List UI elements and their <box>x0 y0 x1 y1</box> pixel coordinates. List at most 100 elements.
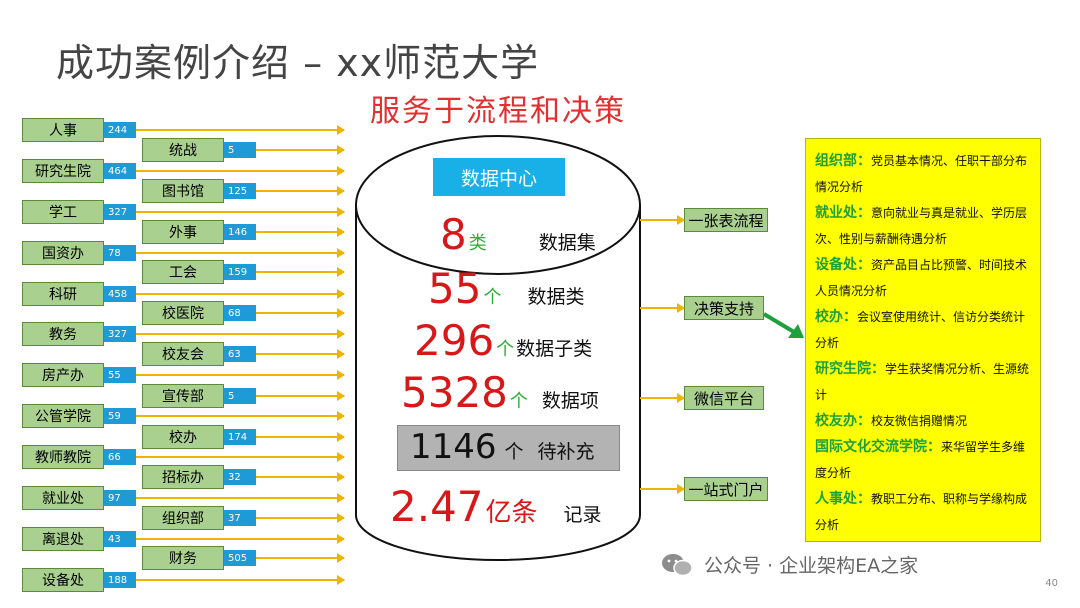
page-title: 成功案例介绍 – xx师范大学 <box>56 41 540 85</box>
stat-label: 数据子类 <box>516 338 593 360</box>
stat-row: 5328 个 数据项 <box>401 368 599 417</box>
watermark: 公众号 · 企业架构EA之家 <box>660 551 918 578</box>
analysis-entry: 国际文化交流学院：来华留学生多维度分析 <box>815 434 1032 486</box>
analysis-org: 组织部： <box>815 153 871 169</box>
dept-item: 组织部 37 <box>142 506 345 530</box>
stat-number: 55 <box>428 264 482 313</box>
dept-name: 工会 <box>142 260 224 284</box>
dept-name: 校友会 <box>142 342 224 366</box>
page-number: 40 <box>1045 578 1058 589</box>
stat-unit: 个 <box>504 441 524 463</box>
dept-name: 教师教院 <box>22 445 104 469</box>
data-center-label: 数据中心 <box>433 158 565 196</box>
wechat-icon <box>662 553 693 576</box>
analysis-text: 校友微信捐赠情况 <box>871 414 968 428</box>
flow-arrow <box>136 411 345 421</box>
analysis-text: 学生获奖情况分析、生源统计 <box>815 362 1030 402</box>
dept-name: 教务 <box>22 322 104 346</box>
analysis-org: 校办： <box>815 309 857 325</box>
dept-name: 人事 <box>22 118 104 142</box>
analysis-text: 资产品目占比预警、时间技术人员情况分析 <box>815 258 1028 298</box>
dept-name: 离退处 <box>22 527 104 551</box>
analysis-entry: 人事处：教职工分布、职称与学缘构成分析 <box>815 486 1032 538</box>
dept-count: 244 <box>104 122 136 138</box>
flow-arrow <box>136 125 345 135</box>
output-item: 决策支持 <box>640 296 764 320</box>
dept-name: 研究生院 <box>22 159 104 183</box>
dept-name: 财务 <box>142 546 224 570</box>
output-box: 一站式门户 <box>684 477 768 501</box>
analysis-org: 校友办： <box>815 413 871 429</box>
flow-arrow <box>256 308 345 318</box>
flow-arrow <box>256 553 345 563</box>
arrow-icon <box>762 312 804 338</box>
dept-item: 研究生院 464 <box>22 159 345 183</box>
stat-label: 数据集 <box>538 232 596 254</box>
output-box: 一张表流程 <box>684 208 768 232</box>
dept-name: 科研 <box>22 282 104 306</box>
stat-label: 数据类 <box>527 286 585 308</box>
dept-item: 设备处 188 <box>22 568 345 592</box>
dept-count: 32 <box>224 469 256 485</box>
analysis-org: 人事处： <box>815 491 871 507</box>
dept-count: 5 <box>224 142 256 158</box>
analysis-entry: 组织部：党员基本情况、任职干部分布情况分析 <box>815 148 1032 200</box>
dept-count: 37 <box>224 510 256 526</box>
stat-row: 55 个 数据类 <box>428 264 584 313</box>
stat-label: 待补充 <box>537 441 595 463</box>
dept-count: 68 <box>224 305 256 321</box>
stat-number: 2.47 <box>390 482 484 531</box>
dept-name: 外事 <box>142 220 224 244</box>
stat-number: 8 <box>440 210 467 259</box>
dept-item: 科研 458 <box>22 282 345 306</box>
stat-unit: 个 <box>509 391 528 412</box>
flow-arrow <box>256 267 345 277</box>
analysis-text: 党员基本情况、任职干部分布情况分析 <box>815 154 1028 194</box>
dept-item: 招标办 32 <box>142 465 345 489</box>
dept-count: 55 <box>104 367 136 383</box>
dept-count: 505 <box>224 550 256 566</box>
flow-arrow <box>640 215 685 225</box>
flow-arrow <box>136 289 345 299</box>
dept-item: 国资办 78 <box>22 241 345 265</box>
dept-item: 校医院 68 <box>142 301 345 325</box>
flow-arrow <box>256 349 345 359</box>
stat-label: 记录 <box>563 504 602 526</box>
output-item: 一张表流程 <box>640 208 768 232</box>
dept-count: 464 <box>104 163 136 179</box>
dept-count: 188 <box>104 572 136 588</box>
analysis-org: 国际文化交流学院： <box>815 439 941 455</box>
dept-item: 校友会 63 <box>142 342 345 366</box>
output-box: 决策支持 <box>684 296 764 320</box>
dept-count: 159 <box>224 264 256 280</box>
flow-arrow <box>256 186 345 196</box>
stat-number: 296 <box>414 316 495 365</box>
dept-count: 458 <box>104 286 136 302</box>
flow-arrow <box>256 472 345 482</box>
analysis-org: 研究生院： <box>815 361 885 377</box>
dept-count: 174 <box>224 429 256 445</box>
flow-arrow <box>256 227 345 237</box>
stat-number: 5328 <box>401 368 508 417</box>
flow-arrow <box>136 370 345 380</box>
stat-row: 296 个 数据子类 <box>414 316 592 365</box>
dept-item: 宣传部 5 <box>142 384 345 408</box>
dept-item: 校办 174 <box>142 425 345 449</box>
stat-row: 8 类 数据集 <box>440 210 596 259</box>
flow-arrow <box>256 391 345 401</box>
dept-item: 人事 244 <box>22 118 345 142</box>
flow-arrow <box>136 329 345 339</box>
flow-arrow <box>640 393 685 403</box>
dept-count: 146 <box>224 224 256 240</box>
stat-unit: 类 <box>468 233 487 254</box>
flow-arrow <box>136 452 345 462</box>
flow-arrow <box>256 432 345 442</box>
analysis-text: 意向就业与真是就业、学历层次、性别与薪酬待遇分析 <box>815 206 1028 246</box>
flow-arrow <box>256 513 345 523</box>
stat-unit: 个 <box>483 287 502 308</box>
output-item: 一站式门户 <box>640 477 768 501</box>
dept-name: 校医院 <box>142 301 224 325</box>
stat-number: 1146 <box>410 427 497 467</box>
stat-row: 1146 个 待补充 <box>410 427 595 467</box>
